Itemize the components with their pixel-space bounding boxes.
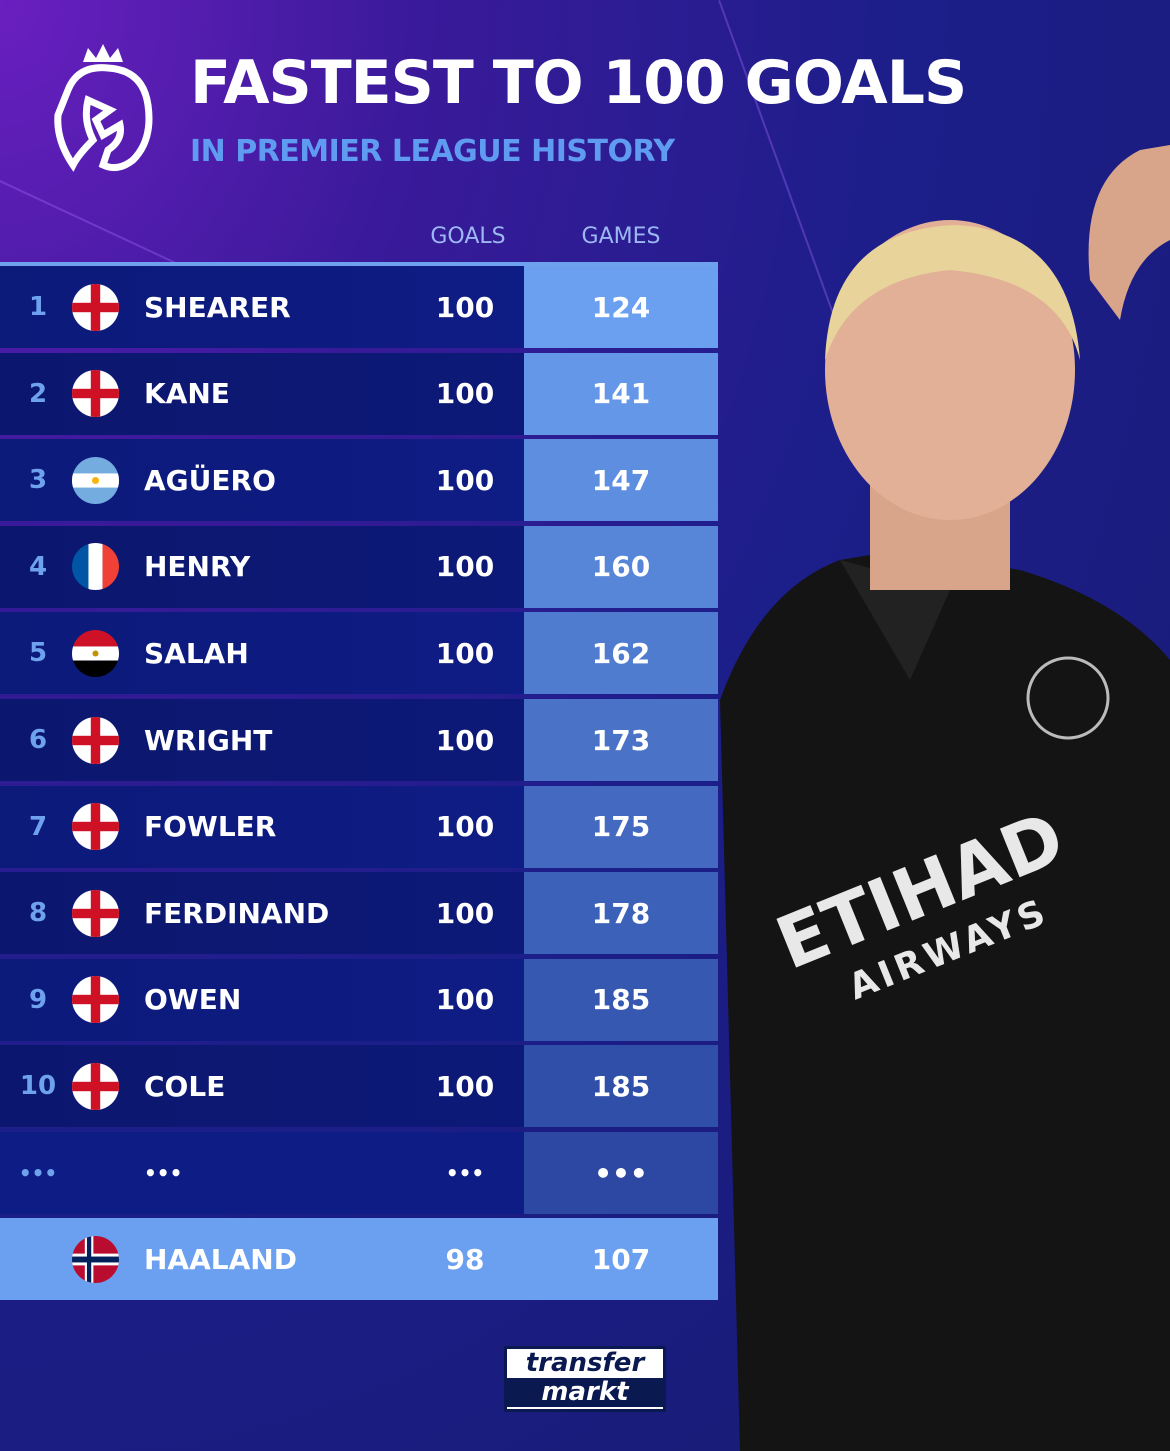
goals-ellipsis: ••• bbox=[445, 1161, 485, 1185]
rank: 10 bbox=[19, 1071, 57, 1102]
player-name: WRIGHT bbox=[144, 723, 273, 757]
rank: 2 bbox=[28, 378, 48, 409]
rank: 7 bbox=[28, 811, 48, 842]
games-value: 147 bbox=[524, 439, 718, 522]
brand-line2: markt bbox=[507, 1378, 663, 1407]
games-value: 162 bbox=[524, 612, 718, 695]
flag-argentina-icon bbox=[72, 456, 119, 504]
rank: 6 bbox=[28, 725, 48, 755]
rank: 8 bbox=[28, 898, 48, 929]
page-subtitle: IN PREMIER LEAGUE HISTORY bbox=[190, 134, 675, 169]
table-row: 178 8 FERDINAND 100 bbox=[0, 872, 718, 955]
table-row: 185 9 OWEN 100 bbox=[0, 958, 718, 1041]
games-value: 160 bbox=[524, 525, 718, 608]
flag-england-icon bbox=[72, 283, 119, 331]
flag-england-icon bbox=[72, 889, 119, 937]
rank: 5 bbox=[28, 638, 48, 669]
flag-france-icon bbox=[72, 543, 119, 591]
column-header-games: GAMES bbox=[581, 224, 661, 249]
player-goals: 98 bbox=[445, 1242, 485, 1276]
table-row: 162 5 SALAH 100 bbox=[0, 612, 718, 695]
goals-value: 100 bbox=[435, 1069, 495, 1103]
flag-england-icon bbox=[72, 803, 119, 851]
goals-value: 100 bbox=[435, 636, 495, 670]
games-value: 185 bbox=[524, 958, 718, 1041]
games-value: 175 bbox=[524, 785, 718, 868]
flag-england-icon bbox=[72, 1062, 119, 1110]
games-value: 185 bbox=[524, 1045, 718, 1128]
goals-value: 100 bbox=[435, 896, 495, 930]
player-name: SALAH bbox=[144, 636, 249, 670]
page-title: FASTEST TO 100 GOALS bbox=[190, 48, 967, 118]
player-name: SHEARER bbox=[144, 290, 291, 324]
brand-line1: transfer bbox=[525, 1348, 645, 1378]
goals-value: 100 bbox=[435, 290, 495, 324]
player-photo: ETIHAD AIRWAYS bbox=[720, 145, 1170, 1451]
goals-value: 100 bbox=[435, 377, 495, 411]
table-row: 124 1 SHEARER 100 bbox=[0, 266, 718, 348]
games-value: 178 bbox=[524, 872, 718, 955]
player-name: AGÜERO bbox=[144, 463, 276, 497]
table-row: 175 7 FOWLER 100 bbox=[0, 785, 718, 868]
player-name: HENRY bbox=[144, 550, 251, 584]
goals-value: 100 bbox=[435, 723, 495, 757]
table-row-ellipsis: ••• ••• ••• ••• bbox=[0, 1132, 718, 1214]
player-name: KANE bbox=[144, 377, 230, 411]
games-value: 173 bbox=[524, 699, 718, 781]
player-name: COLE bbox=[144, 1069, 226, 1103]
goals-value: 100 bbox=[435, 810, 495, 844]
flag-england-icon bbox=[72, 976, 119, 1024]
games-value: 141 bbox=[524, 352, 718, 435]
rank: 1 bbox=[28, 292, 48, 322]
flag-england-icon bbox=[72, 370, 119, 418]
flag-norway-icon bbox=[72, 1235, 119, 1283]
table-row: 160 4 HENRY 100 bbox=[0, 525, 718, 608]
goals-value: 100 bbox=[435, 550, 495, 584]
player-games: 107 bbox=[524, 1218, 718, 1300]
rank-ellipsis: ••• bbox=[18, 1161, 58, 1185]
table-row: 185 10 COLE 100 bbox=[0, 1045, 718, 1128]
player-name: OWEN bbox=[144, 983, 242, 1017]
table-row-haaland: 107 HAALAND 98 bbox=[0, 1218, 718, 1300]
flag-england-icon bbox=[72, 716, 119, 764]
games-value: 124 bbox=[524, 266, 718, 348]
goals-value: 100 bbox=[435, 983, 495, 1017]
rank: 9 bbox=[28, 984, 48, 1015]
flag-egypt-icon bbox=[72, 629, 119, 677]
table-row: 173 6 WRIGHT 100 bbox=[0, 699, 718, 781]
table-row: 147 3 AGÜERO 100 bbox=[0, 439, 718, 522]
games-ellipsis: ••• bbox=[524, 1132, 718, 1214]
player-name: FOWLER bbox=[144, 810, 277, 844]
goals-value: 100 bbox=[435, 463, 495, 497]
rank: 4 bbox=[28, 551, 48, 582]
premier-league-lion-logo bbox=[54, 44, 153, 172]
player-name: FERDINAND bbox=[144, 896, 330, 930]
rank: 3 bbox=[28, 465, 48, 496]
table-top-border bbox=[0, 262, 718, 266]
table-row: 141 2 KANE 100 bbox=[0, 352, 718, 435]
column-header-goals: GOALS bbox=[430, 224, 506, 249]
player-name: HAALAND bbox=[144, 1242, 297, 1276]
name-ellipsis: ••• bbox=[144, 1161, 183, 1185]
transfermarkt-logo: transfer markt bbox=[504, 1346, 666, 1412]
